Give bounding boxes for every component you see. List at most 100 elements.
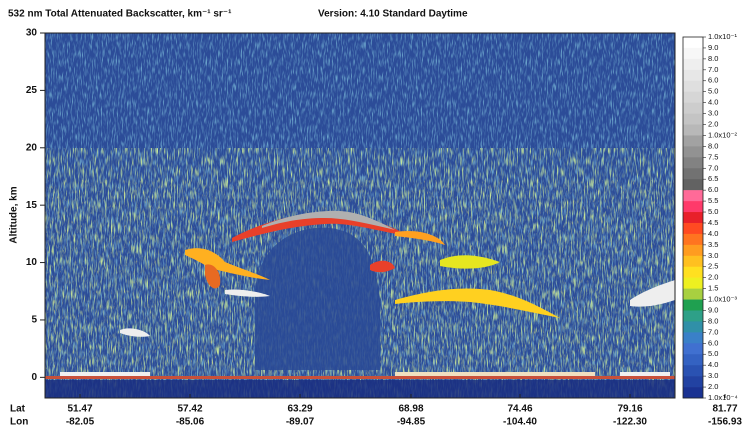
colorbar-label: 7.0 bbox=[708, 163, 718, 172]
x-tick-label: -122.30 bbox=[613, 417, 647, 428]
colorbar-swatch bbox=[683, 135, 703, 146]
x-tick-label: 81.77 bbox=[712, 404, 737, 415]
x-tick-label: 63.29 bbox=[287, 404, 312, 415]
colorbar-label: 2.0 bbox=[708, 382, 718, 391]
colorbar-label: 3.0 bbox=[708, 109, 718, 118]
colorbar-swatch bbox=[683, 321, 703, 332]
colorbar-swatch bbox=[683, 300, 703, 311]
page: {"chart_data": { "type": "heatmap", "tit… bbox=[0, 0, 752, 428]
colorbar-swatch bbox=[683, 267, 703, 278]
colorbar-label: 2.0 bbox=[708, 273, 718, 282]
x-tick-label: 79.16 bbox=[617, 404, 642, 415]
colorbar-swatch bbox=[683, 256, 703, 267]
colorbar-label: 1.0x10⁻³ bbox=[708, 295, 737, 304]
colorbar-label: 1.0x10⁻⁴ bbox=[708, 393, 738, 402]
y-axis-label: Altitude, km bbox=[9, 186, 20, 243]
x-tick-label: -89.07 bbox=[286, 417, 315, 428]
colorbar-label: 8.0 bbox=[708, 141, 718, 150]
colorbar-swatch bbox=[683, 168, 703, 179]
colorbar-swatch bbox=[683, 278, 703, 289]
colorbar-swatch bbox=[683, 387, 703, 398]
colorbar-label: 2.0 bbox=[708, 119, 718, 128]
colorbar-label: 6.0 bbox=[708, 338, 718, 347]
x-tick-label: -82.05 bbox=[66, 417, 95, 428]
surface-return bbox=[395, 372, 595, 376]
colorbar-swatch bbox=[683, 245, 703, 256]
y-tick-label: 20 bbox=[26, 142, 38, 153]
colorbar-label: 4.0 bbox=[708, 360, 718, 369]
colorbar-label: 6.0 bbox=[708, 76, 718, 85]
colorbar-label: 5.0 bbox=[708, 87, 718, 96]
colorbar-label: 1.0x10⁻² bbox=[708, 130, 737, 139]
colorbar-label: 1.0x10⁻¹ bbox=[708, 32, 737, 41]
cloud-shadow bbox=[255, 228, 380, 370]
colorbar-swatch bbox=[683, 114, 703, 125]
x-row-label: Lon bbox=[10, 417, 28, 428]
colorbar-swatch bbox=[683, 48, 703, 59]
colorbar-label: 5.0 bbox=[708, 207, 718, 216]
colorbar-label: 1.5 bbox=[708, 284, 718, 293]
colorbar-swatch bbox=[683, 234, 703, 245]
chart-title: 532 nm Total Attenuated Backscatter, km⁻… bbox=[8, 9, 232, 20]
x-tick-label: 51.47 bbox=[67, 404, 92, 415]
colorbar-swatch bbox=[683, 223, 703, 234]
colorbar-label: 8.0 bbox=[708, 316, 718, 325]
colorbar-label: 3.0 bbox=[708, 371, 718, 380]
colorbar-label: 8.0 bbox=[708, 54, 718, 63]
colorbar-label: 5.0 bbox=[708, 349, 718, 358]
colorbar-swatch bbox=[683, 157, 703, 168]
surface-line bbox=[45, 376, 675, 379]
x-tick-label: 74.46 bbox=[507, 404, 532, 415]
chart: 532 nm Total Attenuated Backscatter, km⁻… bbox=[0, 0, 752, 428]
colorbar-swatch bbox=[683, 310, 703, 321]
colorbar-swatch bbox=[683, 289, 703, 300]
colorbar-label: 4.0 bbox=[708, 229, 718, 238]
colorbar-swatch bbox=[683, 190, 703, 201]
x-tick-label: -85.06 bbox=[176, 417, 205, 428]
colorbar-label: 7.0 bbox=[708, 65, 718, 74]
colorbar-swatch bbox=[683, 103, 703, 114]
colorbar-label: 9.0 bbox=[708, 305, 718, 314]
x-row-label: Lat bbox=[10, 404, 26, 415]
colorbar-label: 4.0 bbox=[708, 98, 718, 107]
backscatter-field bbox=[45, 33, 675, 398]
colorbar-swatch bbox=[683, 365, 703, 376]
colorbar-swatch bbox=[683, 37, 703, 48]
colorbar-swatch bbox=[683, 179, 703, 190]
colorbar-label: 4.5 bbox=[708, 218, 718, 227]
y-tick-label: 25 bbox=[26, 85, 38, 96]
surface-return bbox=[60, 372, 150, 376]
colorbar-label: 7.5 bbox=[708, 152, 718, 161]
colorbar-swatch bbox=[683, 59, 703, 70]
colorbar-swatch bbox=[683, 125, 703, 136]
colorbar-label: 6.5 bbox=[708, 174, 718, 183]
y-tick-label: 30 bbox=[26, 28, 38, 39]
y-tick-label: 15 bbox=[26, 200, 38, 211]
colorbar-swatch bbox=[683, 92, 703, 103]
subsurface bbox=[45, 380, 675, 398]
x-tick-label: -156.93 bbox=[708, 417, 742, 428]
chart-subtitle: Version: 4.10 Standard Daytime bbox=[318, 9, 468, 20]
colorbar-label: 2.5 bbox=[708, 262, 718, 271]
x-tick-label: 68.98 bbox=[398, 404, 423, 415]
colorbar-swatch bbox=[683, 70, 703, 81]
colorbar-swatch bbox=[683, 343, 703, 354]
colorbar-swatch bbox=[683, 212, 703, 223]
colorbar-label: 6.0 bbox=[708, 185, 718, 194]
y-tick-label: 10 bbox=[26, 257, 38, 268]
y-tick-label: 0 bbox=[31, 372, 37, 383]
colorbar-swatch bbox=[683, 376, 703, 387]
colorbar-label: 3.0 bbox=[708, 251, 718, 260]
x-tick-label: -94.85 bbox=[397, 417, 426, 428]
surface-return bbox=[620, 372, 670, 376]
colorbar-swatch bbox=[683, 332, 703, 343]
y-tick-label: 5 bbox=[31, 315, 37, 326]
colorbar-swatch bbox=[683, 354, 703, 365]
colorbar-label: 5.5 bbox=[708, 196, 718, 205]
x-tick-label: -104.40 bbox=[503, 417, 537, 428]
colorbar-label: 3.5 bbox=[708, 240, 718, 249]
colorbar-swatch bbox=[683, 81, 703, 92]
x-tick-label: 57.42 bbox=[177, 404, 202, 415]
colorbar-swatch bbox=[683, 146, 703, 157]
colorbar-label: 9.0 bbox=[708, 43, 718, 52]
